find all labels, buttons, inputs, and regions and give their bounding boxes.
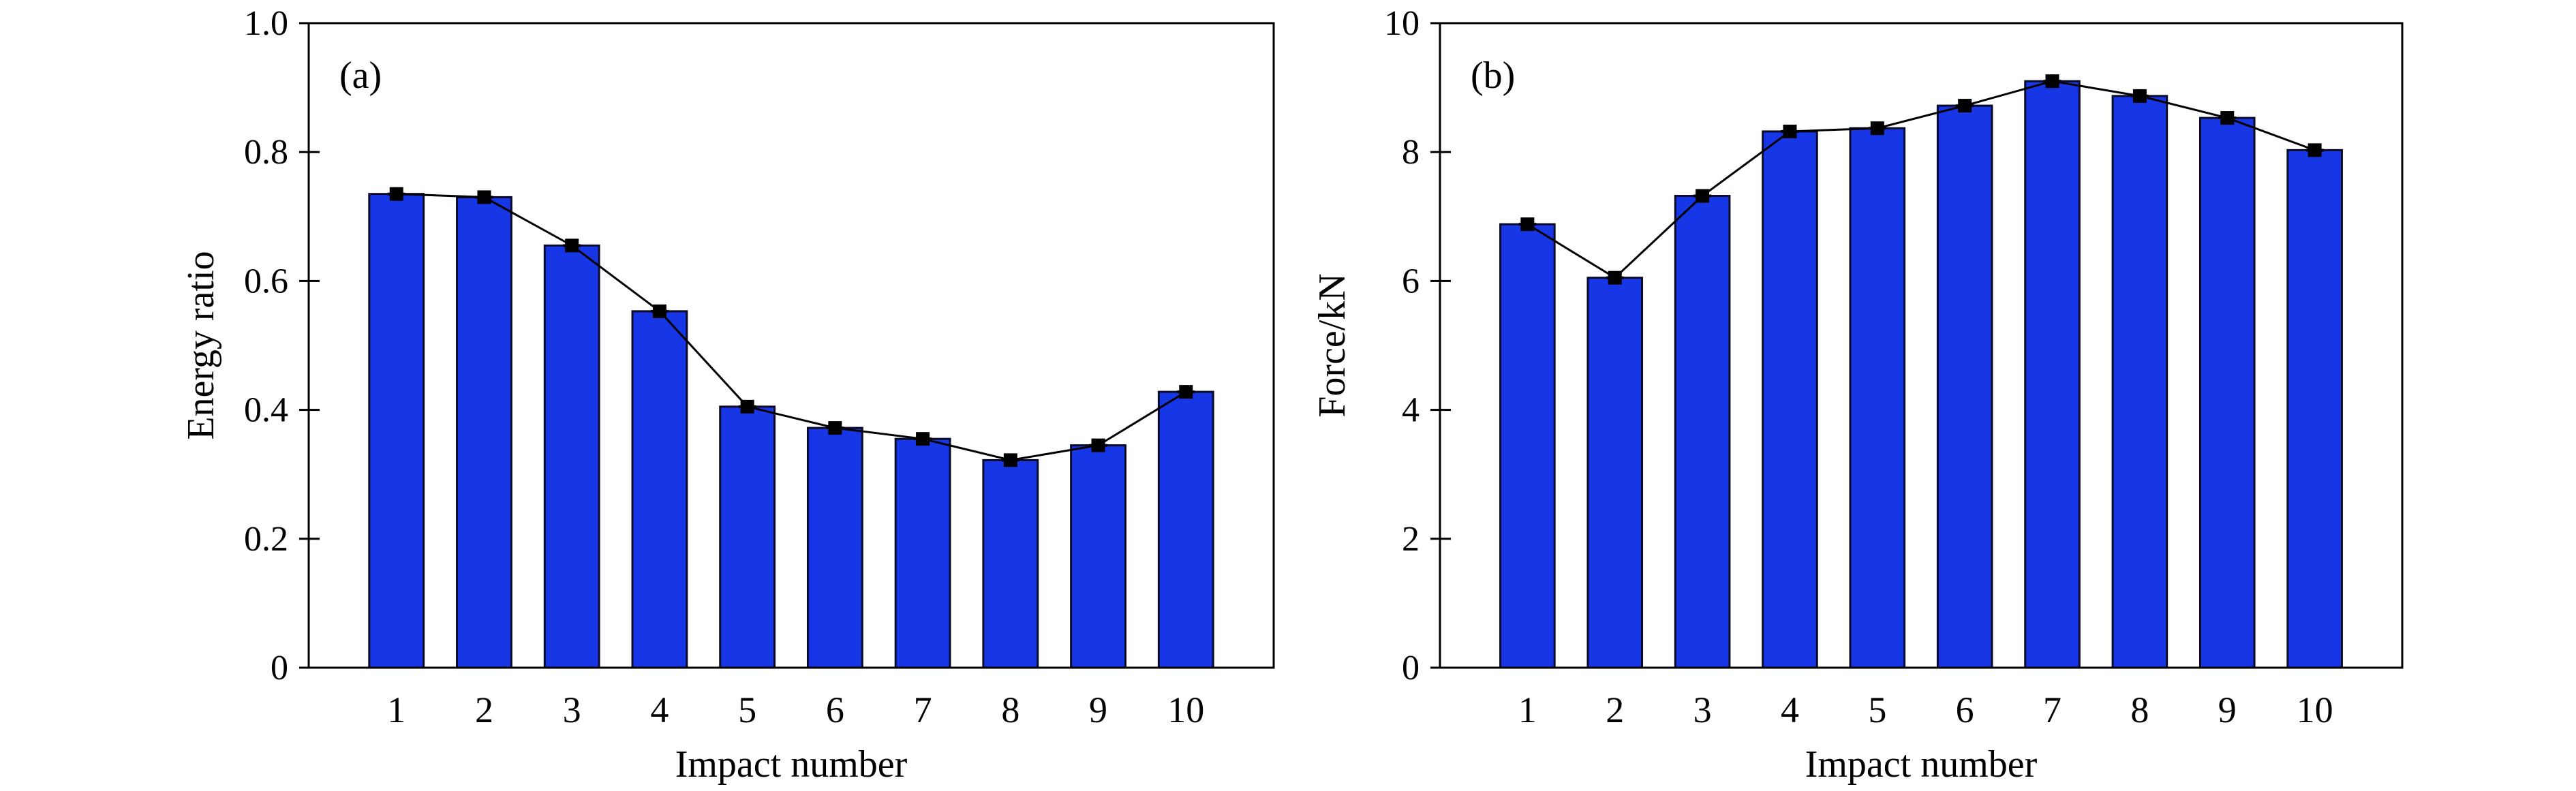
data-point (1870, 121, 1884, 136)
x-tick-label: 5 (738, 689, 756, 730)
y-tick-label: 4 (1402, 391, 1420, 430)
y-tick-label: 6 (1402, 262, 1420, 300)
x-tick-label: 1 (1518, 689, 1537, 730)
series-line (396, 193, 1187, 461)
x-tick-label: 4 (650, 689, 669, 730)
data-point (1091, 438, 1105, 452)
y-axis-label: Force/kN (1311, 273, 1353, 418)
data-point (1179, 385, 1193, 399)
x-tick-label: 9 (1089, 689, 1107, 730)
bar (1849, 127, 1906, 669)
x-tick-label: 2 (475, 689, 493, 730)
bar (1070, 444, 1126, 669)
bar (2198, 117, 2256, 669)
data-point (2307, 143, 2322, 157)
axes-frame (307, 22, 1275, 669)
y-tick-label: 0 (271, 649, 288, 687)
x-tick-label: 1 (387, 689, 405, 730)
x-tick-label: 3 (563, 689, 581, 730)
series-line (1527, 80, 2316, 279)
y-tick-label: 0.6 (244, 262, 288, 300)
x-tick-label: 9 (2218, 689, 2237, 730)
bar (1762, 130, 1818, 669)
bar (543, 244, 600, 669)
x-tick-label: 6 (826, 689, 844, 730)
x-tick-label: 6 (1956, 689, 1974, 730)
bar (894, 437, 951, 669)
y-tick-label: 0.2 (244, 520, 288, 559)
data-point (1958, 99, 1972, 113)
y-tick-label: 0 (1402, 649, 1420, 687)
y-tick-label: 0.8 (244, 133, 288, 172)
data-point (1783, 124, 1797, 138)
x-axis-label: Impact number (1805, 743, 2038, 786)
y-tick-label: 8 (1402, 133, 1420, 172)
bar (1499, 223, 1556, 669)
data-point (2132, 89, 2147, 103)
data-point (1520, 217, 1535, 232)
chart-panel-a: 0 0.2 0.4 0.6 0.8 1.0 1 2 3 4 5 6 7 8 9 10 Impact number… (180, 4, 1275, 786)
bar (1936, 104, 1993, 669)
x-tick-label: 2 (1606, 689, 1624, 730)
y-tick-label: 2 (1402, 520, 1420, 559)
axes-frame (1439, 22, 2404, 669)
x-tick-label: 8 (2130, 689, 2149, 730)
bar (1157, 390, 1214, 669)
data-point (652, 304, 666, 318)
data-point (828, 421, 842, 435)
x-tick-label: 5 (1868, 689, 1886, 730)
y-tick-label: 1.0 (244, 4, 288, 43)
bar (1586, 277, 1644, 669)
x-tick-label: 10 (1167, 689, 1204, 730)
x-tick-label: 7 (914, 689, 932, 730)
data-point (2220, 111, 2235, 125)
data-point (2045, 74, 2059, 89)
y-tick-label: 0.4 (244, 391, 288, 430)
bar (806, 426, 863, 669)
data-point (477, 190, 491, 204)
bar (631, 310, 688, 669)
x-tick-label: 10 (2297, 689, 2333, 730)
bar (2024, 80, 2081, 669)
bar (719, 405, 776, 669)
data-point (389, 187, 403, 201)
bar (456, 196, 512, 669)
y-axis-label: Energy ratio (180, 251, 222, 439)
bar (2286, 149, 2343, 669)
panel-label: (a) (339, 55, 382, 97)
data-point (565, 238, 579, 253)
data-point (1003, 453, 1017, 467)
y-tick-label: 10 (1384, 4, 1420, 43)
bar (982, 459, 1039, 669)
bar (2111, 95, 2168, 669)
data-point (740, 399, 754, 414)
bar (368, 193, 425, 669)
x-tick-label: 3 (1693, 689, 1712, 730)
data-point (1696, 189, 1710, 203)
x-axis-label: Impact number (675, 743, 908, 786)
bar (1674, 195, 1731, 669)
panel-label: (b) (1471, 55, 1515, 97)
data-point (1608, 270, 1622, 285)
x-tick-label: 7 (2043, 689, 2061, 730)
x-tick-label: 8 (1001, 689, 1019, 730)
data-point (916, 432, 930, 446)
x-tick-label: 4 (1781, 689, 1799, 730)
